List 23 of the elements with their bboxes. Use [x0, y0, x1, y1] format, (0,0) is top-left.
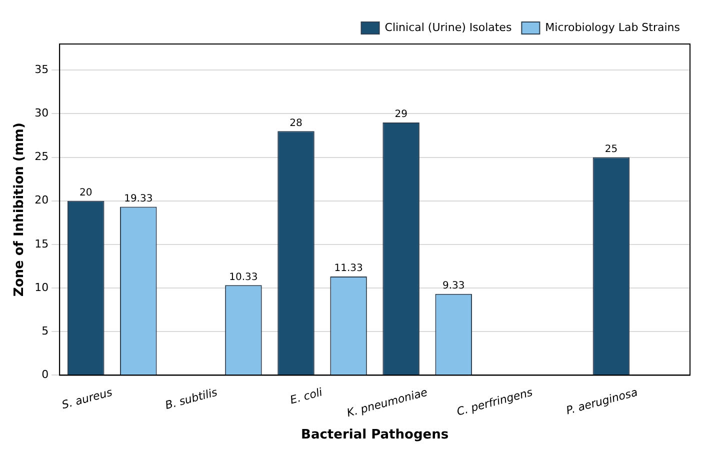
x-axis-title: Bacterial Pathogens [301, 428, 449, 443]
y-tick-label: 15 [34, 237, 49, 250]
y-tick-label: 0 [42, 368, 49, 382]
data-label: 10.33 [229, 272, 258, 283]
data-label: 19.33 [124, 193, 153, 204]
data-label: 9.33 [442, 280, 465, 292]
legend-label: Microbiology Lab Strains [545, 20, 680, 34]
data-label: 20 [79, 187, 92, 198]
x-tick-label: S. aureus [60, 386, 114, 412]
data-label: 25 [604, 144, 618, 155]
y-tick-label: 25 [34, 150, 49, 164]
x-tick-label: E. coli [288, 386, 324, 407]
y-tick-label: 30 [34, 106, 49, 120]
y-tick-label: 35 [34, 63, 49, 76]
data-label: 28 [290, 118, 302, 129]
data-label: 11.33 [334, 263, 363, 274]
x-tick-label: B. subtilis [164, 386, 219, 412]
y-tick-label: 5 [42, 324, 49, 338]
legend-label: Clinical (Urine) Isolates [384, 20, 512, 34]
data-label: 29 [394, 109, 408, 120]
y-tick-label: 20 [34, 194, 49, 207]
y-tick-label: 10 [34, 280, 49, 294]
y-axis-title: Zone of Inhibition (mm) [12, 122, 28, 297]
